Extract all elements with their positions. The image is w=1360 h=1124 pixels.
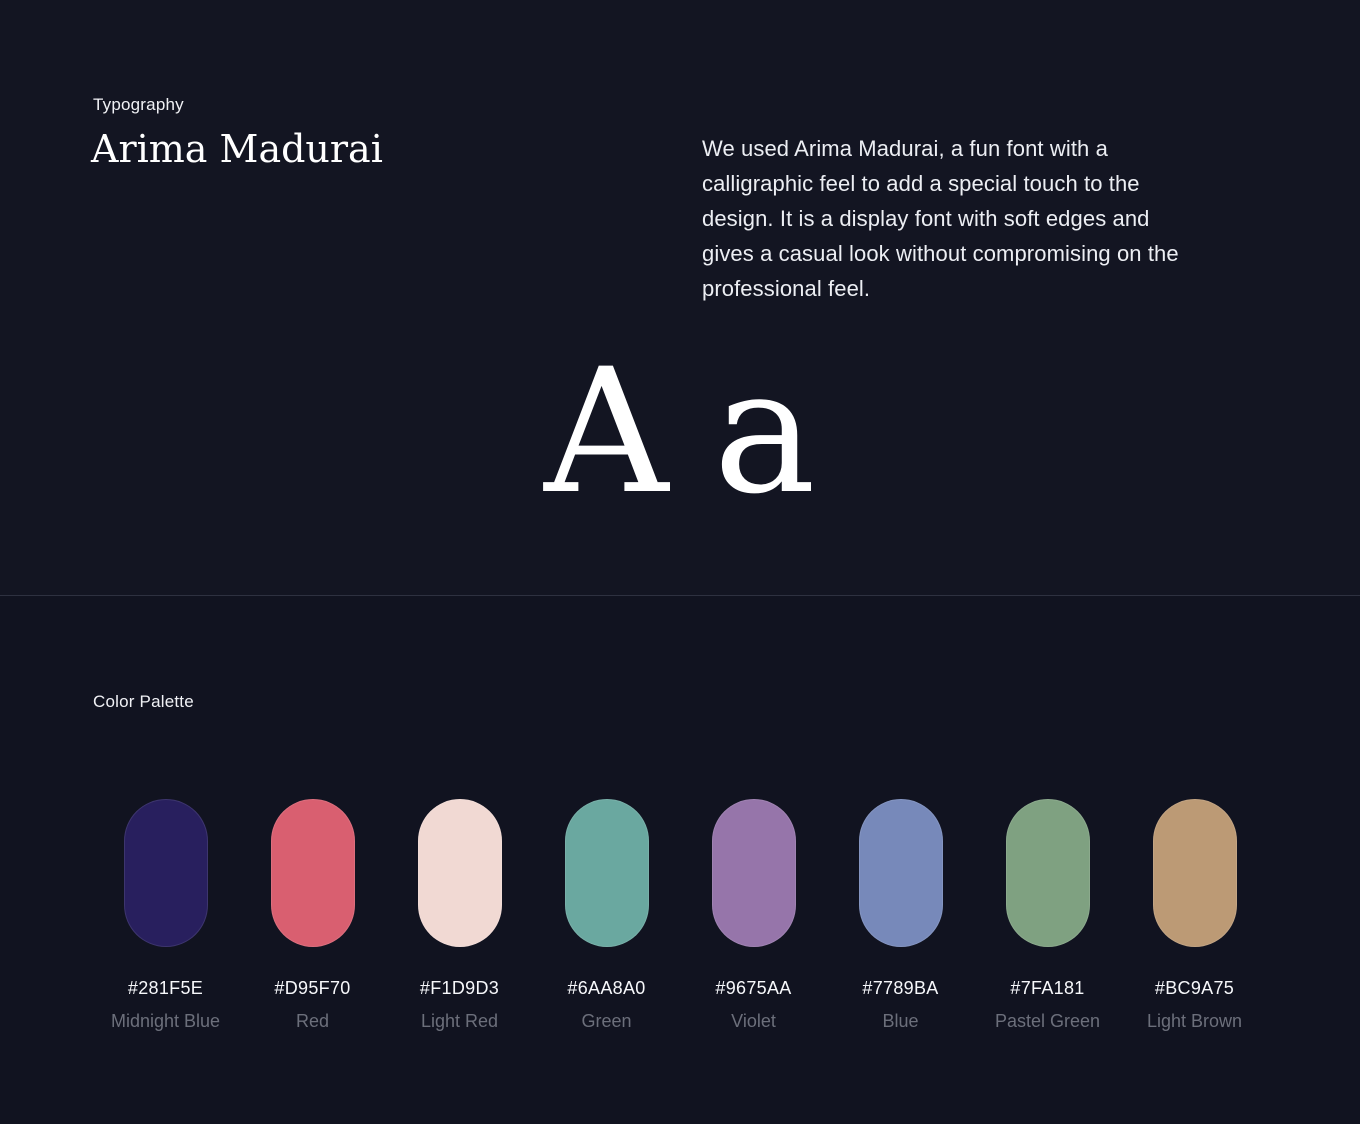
swatch-color-name: Blue	[882, 1011, 919, 1031]
swatch-pill	[711, 799, 796, 947]
swatch-pill	[1152, 799, 1237, 947]
swatch-color-name: Pastel Green	[994, 1011, 1101, 1031]
color-swatch: #F1D9D3 Light Red	[417, 799, 502, 1032]
swatch-color-name: Red	[295, 1011, 330, 1031]
swatch-color-name: Light Red	[420, 1011, 499, 1031]
color-palette-section: Color Palette #281F5E Midnight Blue #D95…	[0, 597, 1360, 1124]
swatch-color-name: Violet	[731, 1011, 776, 1031]
swatch-color-name: Midnight Blue	[110, 1011, 221, 1031]
font-specimen: A a	[0, 346, 1360, 518]
color-swatch: #6AA8A0 Green	[564, 799, 649, 1032]
color-swatch: #BC9A75 Light Brown	[1147, 799, 1242, 1032]
swatch-row: #281F5E Midnight Blue #D95F70 Red #F1D9D…	[0, 799, 1360, 1032]
swatch-color-name: Light Brown	[1146, 1011, 1243, 1031]
swatch-pill	[564, 799, 649, 947]
typography-section-label: Typography	[93, 95, 184, 114]
swatch-hex-code: #6AA8A0	[567, 978, 646, 998]
font-description: We used Arima Madurai, a fun font with a…	[702, 136, 1179, 301]
swatch-hex-code: #281F5E	[127, 978, 204, 998]
specimen-uppercase-letter: A	[544, 331, 669, 532]
color-swatch: #7789BA Blue	[858, 799, 943, 1032]
swatch-color-name: Green	[581, 1011, 632, 1031]
swatch-hex-code: #D95F70	[274, 978, 351, 998]
specimen-lowercase-letter: a	[713, 331, 816, 532]
swatch-hex-code: #7FA181	[1010, 978, 1085, 998]
swatch-hex-code: #F1D9D3	[419, 978, 500, 998]
swatch-hex-code: #BC9A75	[1154, 978, 1235, 998]
font-name-heading: Arima Madurai	[91, 127, 383, 171]
swatch-pill	[1005, 799, 1090, 947]
swatch-pill	[858, 799, 943, 947]
swatch-hex-code: #9675AA	[715, 978, 792, 998]
swatch-pill	[270, 799, 355, 947]
typography-section: Typography Arima Madurai We used Arima M…	[0, 95, 1360, 596]
color-swatch: #7FA181 Pastel Green	[995, 799, 1100, 1032]
color-swatch: #281F5E Midnight Blue	[111, 799, 220, 1032]
color-swatch: #D95F70 Red	[270, 799, 355, 1032]
swatch-pill	[417, 799, 502, 947]
color-palette-section-label: Color Palette	[93, 692, 194, 711]
swatch-hex-code: #7789BA	[862, 978, 939, 998]
swatch-pill	[123, 799, 208, 947]
color-swatch: #9675AA Violet	[711, 799, 796, 1032]
